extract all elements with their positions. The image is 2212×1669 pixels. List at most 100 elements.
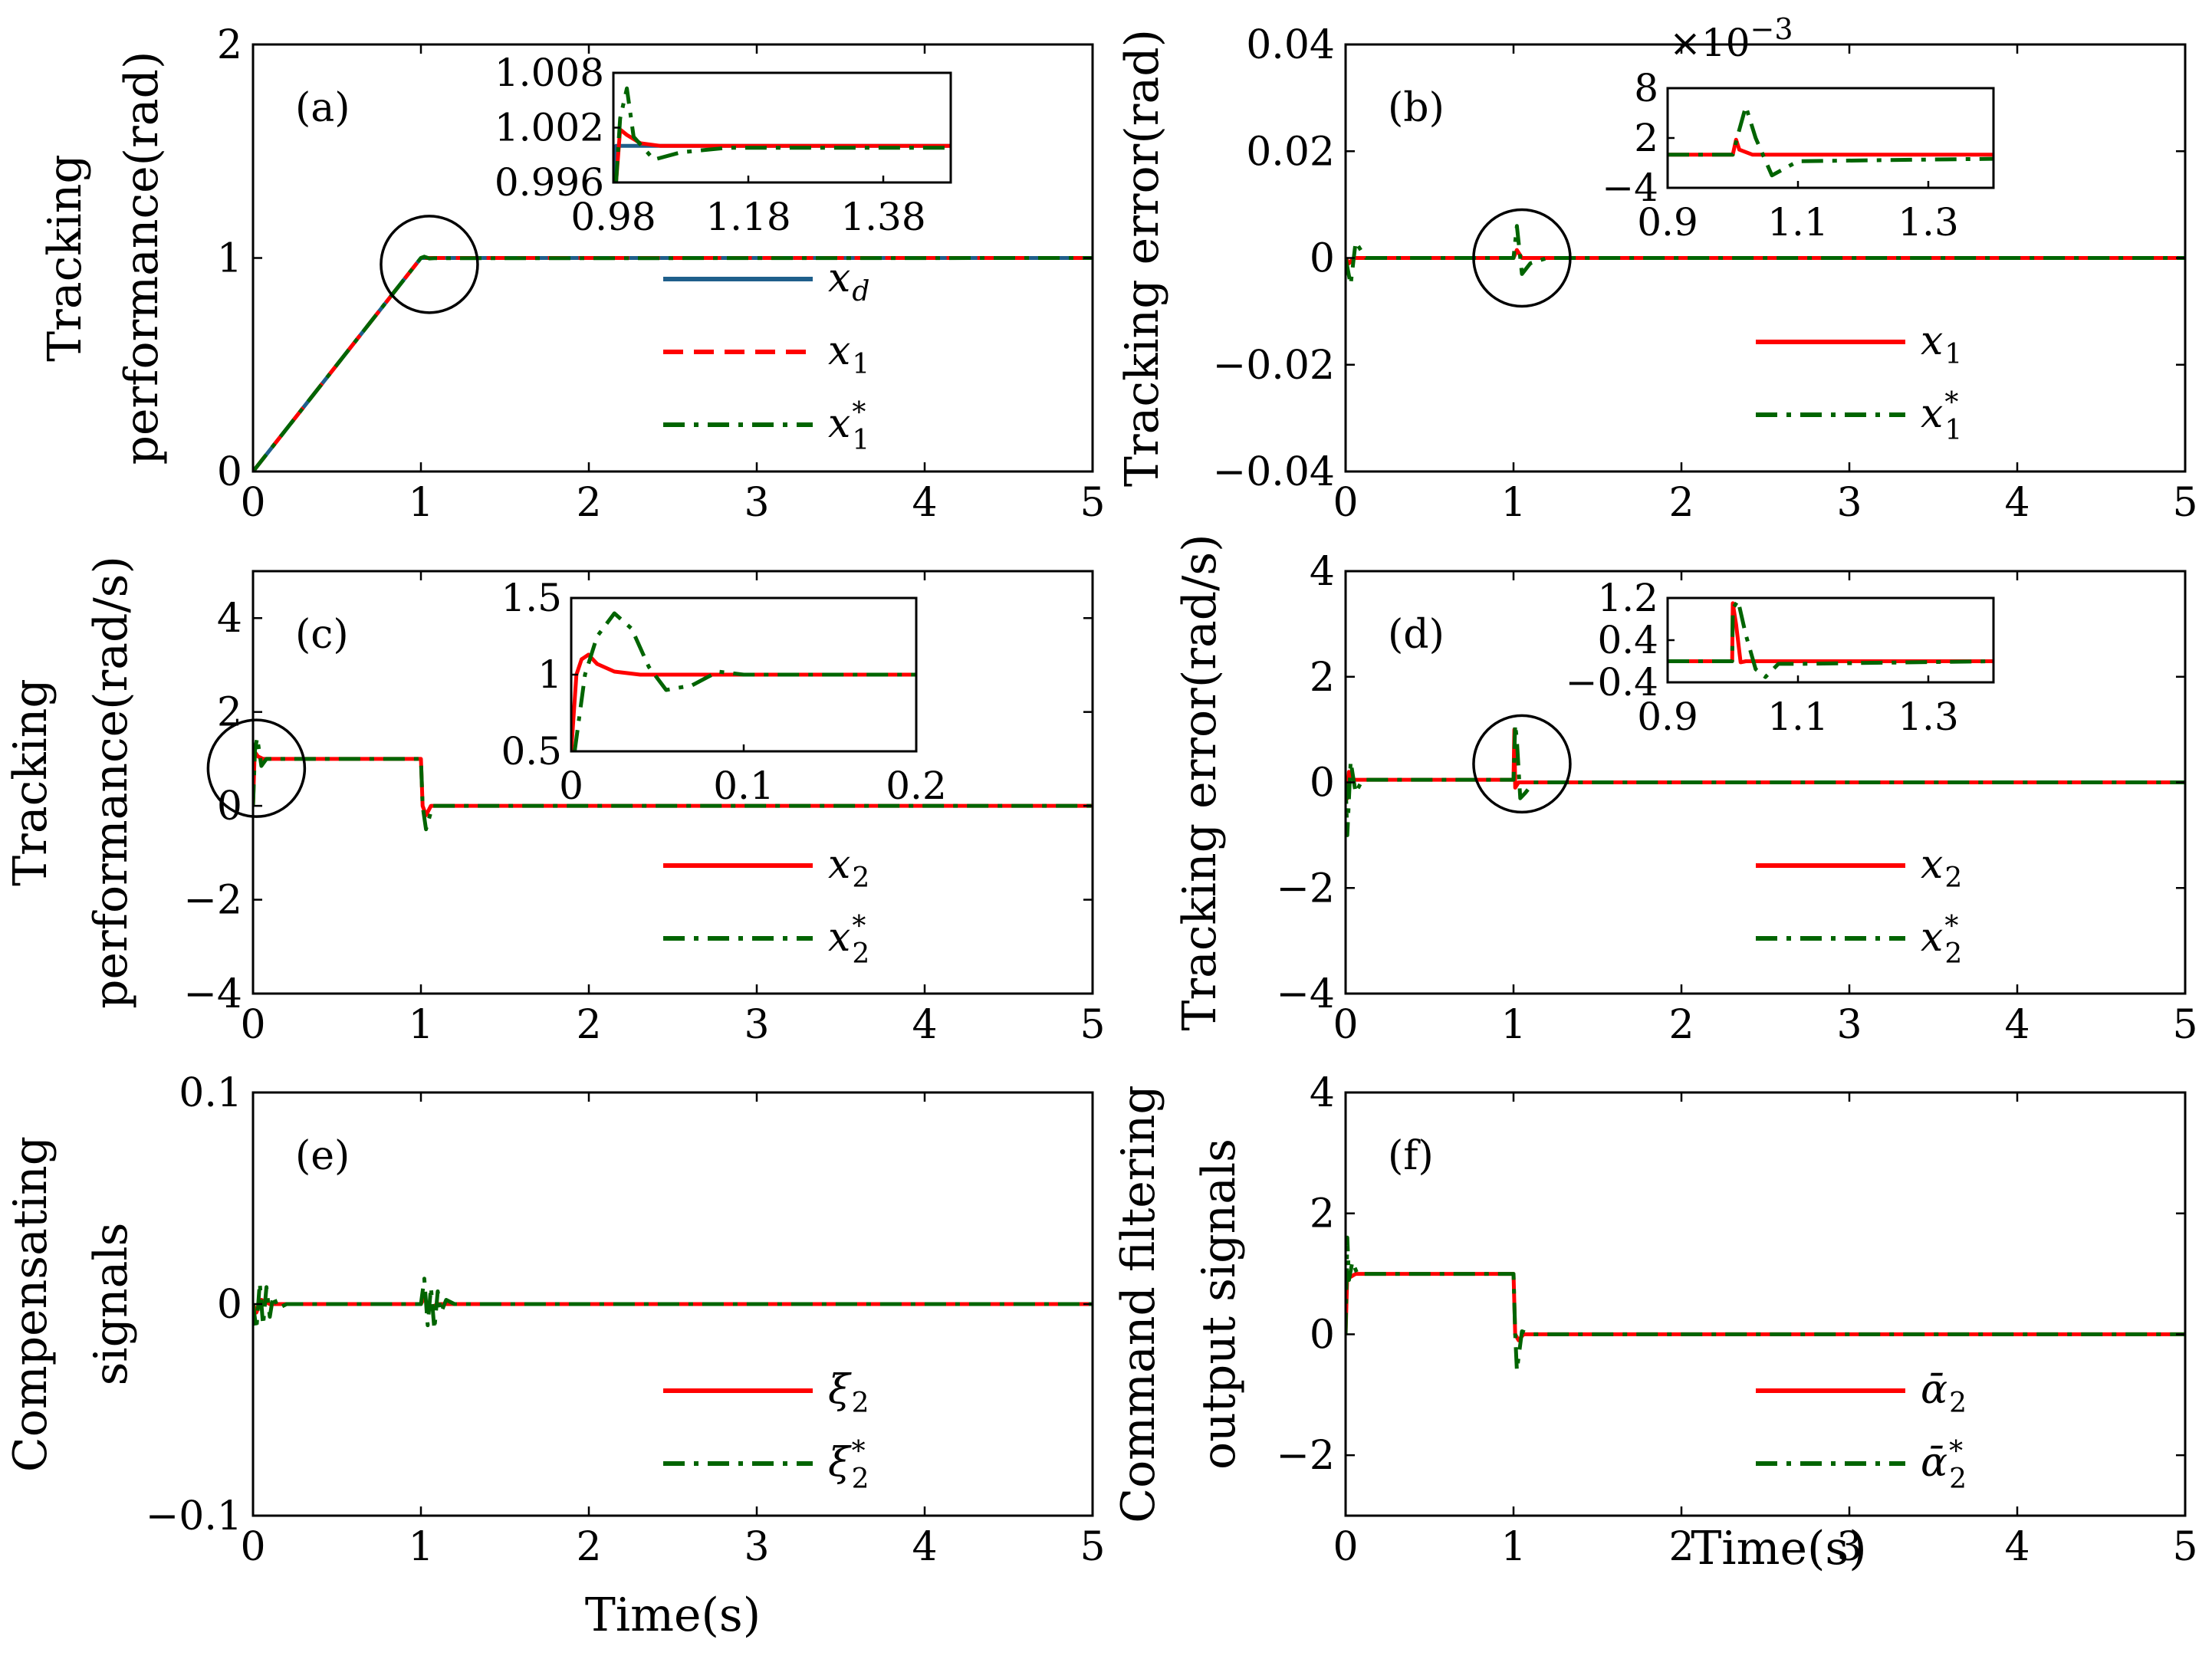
y-tick-label: 2 xyxy=(1310,655,1335,701)
inset-background xyxy=(1668,88,1993,188)
inset-y-tick-label: 1 xyxy=(537,652,562,697)
inset-x-tick-label: 1.38 xyxy=(840,195,925,239)
x-tick-label: 4 xyxy=(2004,1002,2030,1048)
y-tick-label: −4 xyxy=(1276,971,1335,1017)
y-tick-label: 1 xyxy=(217,236,242,282)
y-tick-label: 4 xyxy=(1310,549,1335,595)
y-tick-label: 4 xyxy=(1310,1070,1335,1116)
inset-y-tick-label: 8 xyxy=(1634,66,1658,110)
y-tick-label: 0 xyxy=(217,449,242,495)
inset-line-0 xyxy=(571,652,916,751)
legend-label-1: x* 1 xyxy=(1921,387,1962,446)
axes-box xyxy=(251,570,1094,995)
inset-x-tick-label: 0.2 xyxy=(886,764,947,808)
inset-y-tick-label: 1.002 xyxy=(495,106,604,150)
legend-label-0: x1 xyxy=(1921,318,1962,370)
x-tick-label: 0 xyxy=(1333,480,1358,526)
x-tick-label: 0 xyxy=(1333,1002,1358,1048)
y-tick-label: −0.1 xyxy=(146,1493,242,1539)
x-tick-label: 3 xyxy=(744,1524,769,1570)
x-tick-label: 1 xyxy=(1500,1002,1526,1048)
zoom-circle xyxy=(206,718,307,818)
x-tick-label: 1 xyxy=(1500,1524,1526,1570)
y-axis-label: Command filtering xyxy=(1112,1085,1165,1523)
y-tick-label: −2 xyxy=(1276,866,1335,912)
x-tick-label: 4 xyxy=(912,1002,937,1048)
y-tick-label: 4 xyxy=(217,596,242,642)
x-tick-label: 4 xyxy=(912,480,937,526)
legend-label-0: ξ2 xyxy=(828,1367,869,1419)
inset-x-tick-label: 0.9 xyxy=(1637,200,1698,245)
y-tick-label: 0.1 xyxy=(179,1070,242,1116)
inset-x-tick-label: 1.18 xyxy=(705,195,790,239)
x-tick-label: 1 xyxy=(1500,480,1526,526)
inset-x-tick-label: 1.1 xyxy=(1767,200,1829,245)
x-tick-label: 5 xyxy=(2172,1002,2197,1048)
x-tick-label: 1 xyxy=(408,1002,433,1048)
panel-label: (b) xyxy=(1388,85,1445,131)
y-axis-label: Tracking error(rad) xyxy=(1116,29,1169,487)
panel-a: 0 1 2 3 4 5 0 1 2 Tracking performance(rad) (a) xd x1… xyxy=(38,22,1106,526)
legend-label-0: xd xyxy=(828,255,869,307)
x-tick-label: 3 xyxy=(744,1002,769,1048)
x-tick-label: 1 xyxy=(408,1524,433,1570)
legend-label-1: x1 xyxy=(828,328,869,380)
series-line-f-1 xyxy=(1346,1235,2185,1373)
legend-label-1: ξ* 2 xyxy=(828,1436,869,1495)
legend-label-2: x* 1 xyxy=(828,397,869,456)
panel-label: (d) xyxy=(1388,612,1445,658)
inset-y-tick-label: −4 xyxy=(1602,166,1658,210)
zoom-circle xyxy=(1472,714,1572,814)
panel-label: (a) xyxy=(295,85,350,131)
legend-label-1: x* 2 xyxy=(828,911,869,970)
x-tick-label: 5 xyxy=(1080,480,1105,526)
x-tick-label: 2 xyxy=(576,480,601,526)
inset-plot: 0 0.1 0.2 0.5 1 1.5 xyxy=(501,576,946,808)
x-tick-label: 4 xyxy=(2004,1524,2030,1570)
y-axis-label: performance(rad/s) xyxy=(84,556,138,1009)
series-line-c-1 xyxy=(253,735,1093,832)
y-axis-label: performance(rad) xyxy=(115,51,169,465)
panel-label: (e) xyxy=(295,1133,350,1179)
inset-exponent: ×10−3 xyxy=(1669,12,1793,65)
y-axis-label: Tracking xyxy=(4,678,58,886)
inset-y-tick-label: −0.4 xyxy=(1566,660,1658,705)
y-tick-label: 2 xyxy=(1310,1191,1335,1237)
y-tick-label: 0 xyxy=(217,1282,242,1328)
inset-plot: 0.9 1.1 1.3 −4 2 8×10−3 xyxy=(1602,12,1995,245)
x-tick-label: 5 xyxy=(2172,480,2197,526)
y-tick-label: 2 xyxy=(217,22,242,68)
x-tick-label: 2 xyxy=(1668,1524,1694,1570)
x-tick-label: 3 xyxy=(744,480,769,526)
inset-y-tick-label: 1.008 xyxy=(495,51,604,95)
y-axis-label: Tracking error(rad/s) xyxy=(1173,534,1227,1030)
inset-x-tick-label: 0 xyxy=(559,764,583,808)
x-tick-label: 5 xyxy=(2172,1524,2197,1570)
x-tick-label: 4 xyxy=(2004,480,2030,526)
legend-label-0: ᾱ2 xyxy=(1921,1367,1967,1419)
inset-line-2 xyxy=(614,86,951,182)
y-tick-label: 0 xyxy=(1310,236,1335,282)
x-axis-label: Time(s) xyxy=(1691,1522,1866,1575)
legend-label-0: x2 xyxy=(828,842,869,894)
y-tick-label: 0 xyxy=(217,784,242,830)
y-tick-label: 0.04 xyxy=(1246,22,1335,68)
series-line-a-1 xyxy=(253,255,1093,471)
x-tick-label: 0 xyxy=(1333,1524,1358,1570)
y-axis-label: signals xyxy=(84,1223,138,1386)
x-tick-label: 0 xyxy=(240,480,265,526)
inset-line-1 xyxy=(1668,598,1993,679)
x-tick-label: 3 xyxy=(1836,480,1862,526)
inset-background xyxy=(1668,598,1993,682)
x-tick-label: 5 xyxy=(1080,1002,1105,1048)
inset-line-1 xyxy=(573,611,916,751)
x-tick-label: 2 xyxy=(1668,480,1694,526)
y-axis-label: output signals xyxy=(1192,1138,1246,1470)
panel-label: (f) xyxy=(1388,1133,1434,1179)
inset-y-tick-label: 0.4 xyxy=(1597,618,1658,662)
panel-f: 0 1 2 3 4 5 −2 0 2 4 Command filtering output signa… xyxy=(1112,1070,2198,1575)
x-tick-label: 0 xyxy=(240,1524,265,1570)
inset-x-tick-label: 1.3 xyxy=(1898,695,1959,739)
series-line-e-1 xyxy=(253,1276,1093,1332)
